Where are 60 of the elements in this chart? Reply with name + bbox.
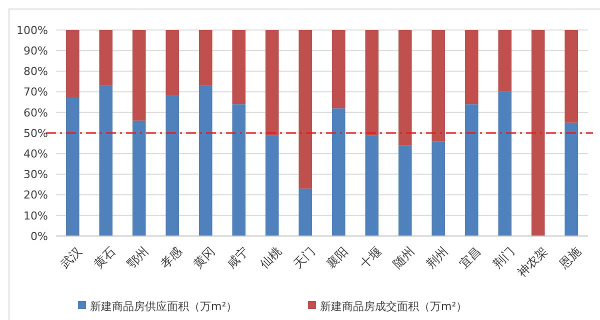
y-tick-label: 10% — [24, 209, 48, 222]
y-tick-label: 0% — [30, 230, 48, 243]
x-tick-label: 武汉 — [58, 244, 85, 272]
bar — [265, 135, 279, 236]
bar — [365, 135, 379, 236]
bar — [332, 108, 346, 236]
bar — [298, 188, 312, 236]
x-tick-label: 十堰 — [357, 244, 384, 272]
y-tick-label: 90% — [24, 44, 48, 58]
bar — [99, 30, 113, 86]
x-tick-label: 神农架 — [514, 244, 550, 280]
bar — [332, 30, 346, 108]
x-tick-label: 荆州 — [424, 244, 450, 272]
bar — [132, 120, 146, 236]
bar — [365, 30, 379, 136]
y-tick-label: 80% — [24, 65, 48, 78]
bar — [564, 30, 578, 123]
y-tick-label: 40% — [24, 147, 48, 160]
bar — [99, 86, 113, 236]
bar — [464, 30, 478, 104]
x-tick-label: 鄂州 — [124, 244, 152, 272]
y-tick-label: 50% — [24, 126, 48, 140]
x-tick-label: 随州 — [390, 244, 418, 272]
bar — [166, 96, 180, 236]
y-tick-label: 70% — [24, 86, 48, 99]
x-tick-label: 仙桃 — [257, 244, 284, 272]
bar — [166, 30, 180, 96]
x-tick-label: 宜昌 — [456, 244, 484, 272]
x-tick-label: 黄冈 — [190, 244, 218, 272]
bar — [298, 30, 312, 189]
bar — [464, 104, 478, 236]
y-tick-label: 20% — [24, 188, 48, 202]
bar — [398, 145, 412, 236]
bar — [198, 86, 212, 236]
y-tick-label: 30% — [24, 168, 48, 182]
bar — [398, 30, 412, 146]
x-tick-label: 襄阳 — [324, 244, 351, 272]
bar — [66, 98, 80, 236]
y-tick-label: 100% — [16, 24, 48, 37]
bar — [66, 30, 80, 98]
bar — [232, 30, 246, 104]
y-tick-label: 60% — [24, 106, 48, 120]
x-tick-label: 孝感 — [158, 244, 184, 272]
x-tick-label: 恩施 — [556, 244, 584, 272]
x-tick-label: 黄石 — [91, 244, 118, 272]
bar — [265, 30, 279, 136]
bar — [432, 30, 446, 142]
bar — [232, 104, 246, 236]
bar — [531, 30, 545, 236]
legend-label: 新建商品房供应面积（万m²） — [90, 300, 238, 313]
bar — [498, 30, 512, 92]
legend-label: 新建商品房成交面积（万m²） — [320, 300, 468, 313]
x-tick-label: 荆门 — [490, 244, 517, 272]
bar — [564, 122, 578, 236]
x-tick-label: 咸宁 — [224, 244, 251, 272]
bar — [498, 92, 512, 236]
bar — [432, 141, 446, 236]
bar — [198, 30, 212, 86]
bar — [132, 30, 146, 121]
x-tick-label: 天门 — [290, 244, 318, 272]
